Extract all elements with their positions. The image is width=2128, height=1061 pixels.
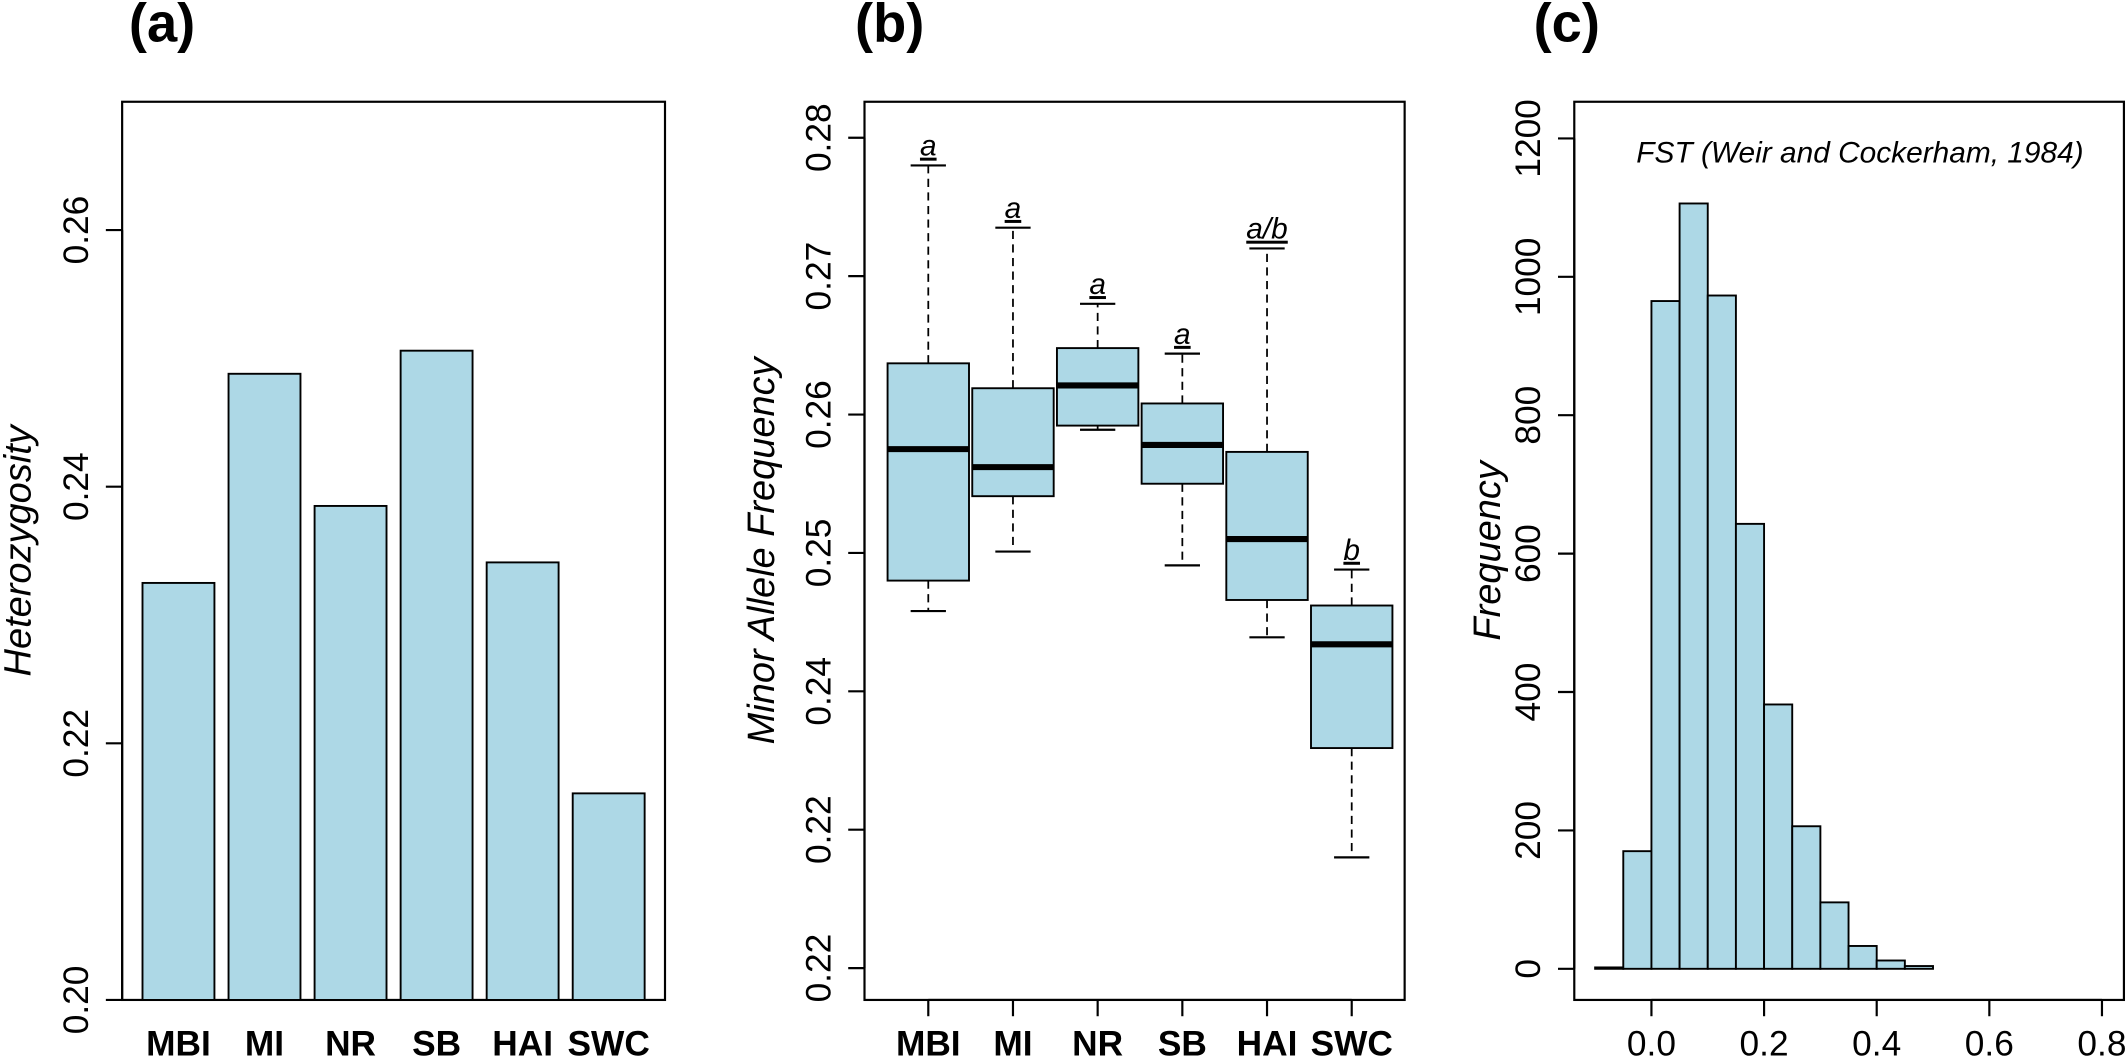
y-tick-label: 0	[1509, 959, 1548, 979]
bar	[141, 581, 216, 1001]
y-tick-label: 0.27	[799, 242, 838, 311]
x-tick-label: SB	[412, 1024, 461, 1061]
x-tick-label: MI	[993, 1024, 1032, 1061]
annotation: a/b	[1246, 213, 1288, 246]
annotation: a	[1005, 192, 1022, 225]
y-tick-label: 0.24	[57, 452, 96, 521]
x-tick-label: SB	[1158, 1024, 1207, 1061]
annotation: FST (Weir and Cockerham, 1984)	[1636, 137, 2083, 170]
y-tick-label: 0.24	[799, 657, 838, 726]
y-tick-label: 200	[1509, 801, 1548, 860]
histogram-bar	[1819, 901, 1850, 970]
box	[1225, 450, 1309, 601]
x-tick-label: SWC	[568, 1024, 650, 1061]
x-tick-label: HAI	[1237, 1024, 1298, 1061]
histogram-bar	[1734, 522, 1766, 970]
annotation: a	[1089, 268, 1106, 301]
bar	[399, 349, 474, 1001]
x-tick-label: 0.6	[1965, 1024, 2014, 1061]
y-tick-label: 0.22	[57, 709, 96, 778]
histogram-bar	[1594, 966, 1625, 970]
y-tick-label: 800	[1509, 386, 1548, 445]
y-axis-title: Heterozygosity	[0, 423, 39, 676]
bar	[571, 792, 646, 1001]
y-tick-label: 0.25	[799, 519, 838, 588]
y-axis-title: Frequency	[1467, 459, 1509, 640]
histogram-bar	[1650, 300, 1681, 970]
x-tick-label: 0.2	[1740, 1024, 1789, 1061]
x-tick-label: NR	[325, 1024, 376, 1061]
annotation: b	[1343, 534, 1360, 567]
y-tick-label: 0.28	[799, 103, 838, 172]
x-tick-label: MBI	[896, 1024, 961, 1061]
x-tick-label: NR	[1072, 1024, 1123, 1061]
histogram-bar	[1791, 825, 1822, 970]
y-tick-label: 0.22	[799, 795, 838, 864]
y-tick-label: 1200	[1509, 99, 1548, 177]
x-tick-label: 0.8	[2077, 1024, 2126, 1061]
bar	[485, 561, 560, 1001]
y-tick-label: 0.26	[57, 196, 96, 265]
y-tick-label: 0.26	[799, 380, 838, 449]
panel-title: (c)	[1534, 0, 1600, 53]
box	[886, 362, 970, 582]
box	[1310, 604, 1394, 750]
histogram-bar	[1622, 850, 1653, 970]
histogram-bar	[1706, 294, 1737, 970]
x-tick-label: MI	[245, 1024, 284, 1061]
panel-title: (a)	[129, 0, 195, 53]
histogram-bar	[1847, 945, 1878, 970]
x-tick-label: HAI	[492, 1024, 553, 1061]
annotation: a	[1174, 318, 1191, 351]
histogram-bar	[1903, 965, 1934, 970]
bar	[313, 504, 388, 1001]
y-tick-label: 400	[1509, 663, 1548, 722]
x-tick-label: 0.0	[1627, 1024, 1676, 1061]
x-tick-label: MBI	[146, 1024, 211, 1061]
histogram-bar	[1875, 959, 1906, 970]
y-tick-label: 0.20	[57, 966, 96, 1035]
box	[971, 387, 1055, 498]
annotation: a	[920, 130, 937, 163]
panel-title: (b)	[855, 0, 924, 53]
y-tick-label: 600	[1509, 524, 1548, 583]
y-axis-title: Minor Allele Frequency	[741, 355, 783, 744]
histogram-bar	[1763, 703, 1794, 970]
y-tick-label: 0.22	[799, 934, 838, 1003]
bar	[227, 372, 302, 1001]
y-tick-label: 1000	[1509, 238, 1548, 316]
x-tick-label: SWC	[1311, 1024, 1393, 1061]
x-tick-label: 0.4	[1852, 1024, 1901, 1061]
histogram-bar	[1678, 202, 1709, 970]
